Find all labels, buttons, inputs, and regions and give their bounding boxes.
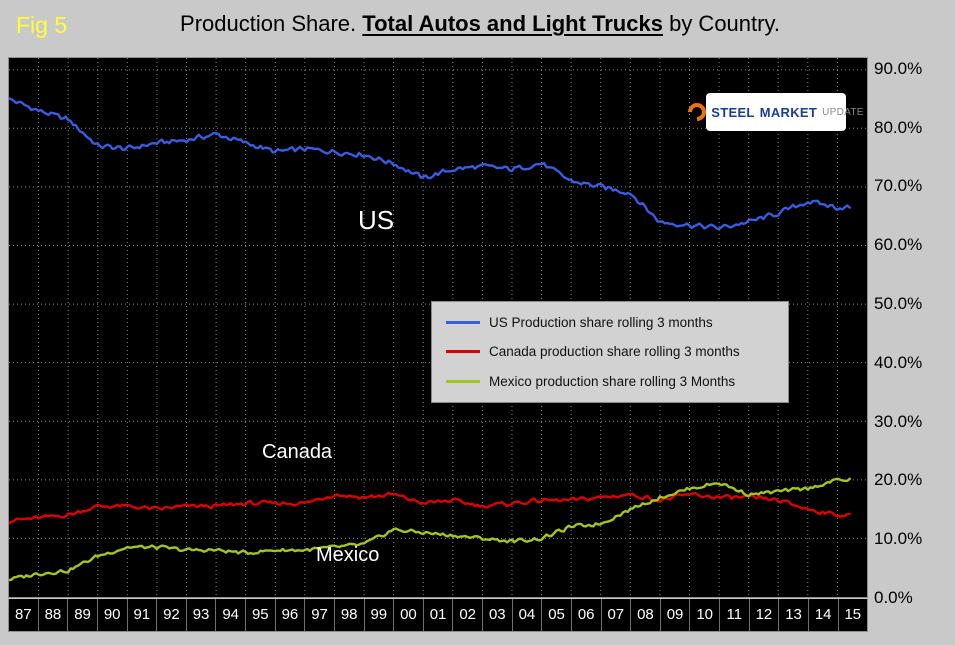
legend-label-canada: Canada production share rolling 3 months — [489, 344, 740, 360]
series-line-0 — [9, 97, 851, 231]
x-tick-label: 94 — [215, 599, 245, 631]
y-tick-label: 90.0% — [874, 58, 923, 78]
series-line-1 — [9, 491, 851, 525]
x-tick-label: 09 — [659, 599, 690, 631]
x-tick-label: 96 — [274, 599, 305, 631]
series-annotation-mexico: Mexico — [316, 544, 380, 566]
chart-title: Production Share. Total Autos and Light … — [100, 11, 860, 37]
y-axis: 90.0% 80.0% 70.0% 60.0% 50.0% 40.0% 30.0% 20.0%… — [874, 0, 954, 645]
x-tick-label: 08 — [630, 599, 660, 631]
x-tick-label: 87 — [14, 606, 32, 623]
logo-text-steel: STEEL — [711, 104, 755, 120]
x-tick-label: 00 — [393, 599, 423, 631]
x-tick-label: 95 — [245, 599, 275, 631]
y-tick-label: 0.0% — [874, 588, 913, 607]
x-tick-label: 92 — [156, 599, 186, 631]
x-tick-label: 97 — [304, 599, 334, 631]
legend-item-us: US Production share rolling 3 months — [432, 315, 788, 330]
x-tick-label: 93 — [185, 599, 216, 631]
chart-title-emphasis: Total Autos and Light Trucks — [362, 11, 663, 36]
x-tick-label: 06 — [570, 599, 601, 631]
x-tick-label: 89 — [67, 599, 97, 631]
y-tick-label: 80.0% — [874, 117, 923, 137]
series-line-2 — [9, 477, 851, 582]
x-tick-label: 03 — [482, 599, 512, 631]
x-tick-label: 15 — [837, 599, 868, 631]
legend-swatch-mexico — [446, 379, 480, 383]
chart-title-prefix: Production Share. — [180, 11, 363, 36]
y-tick-label: 30.0% — [874, 411, 923, 431]
y-tick-label: 40.0% — [874, 352, 923, 372]
x-tick-label: 90 — [96, 599, 127, 631]
x-tick-label: 10 — [689, 599, 719, 631]
chart-title-suffix: by Country. — [662, 11, 780, 36]
x-tick-label: 14 — [807, 599, 838, 631]
legend-label-mexico: Mexico production share rolling 3 Months — [489, 373, 736, 389]
x-axis: 87 88 89 90 91 92 93 94 95 96 97 98 99 00 01 02 03 04 05 06… — [8, 599, 868, 632]
x-tick-label: 99 — [363, 599, 394, 631]
legend-item-canada: Canada production share rolling 3 months — [432, 344, 788, 359]
legend-label-us: US Production share rolling 3 months — [489, 315, 713, 331]
logo-text-update: UPDATE — [822, 106, 864, 118]
y-tick-label: 60.0% — [874, 235, 923, 255]
series-annotation-canada: Canada — [262, 441, 333, 463]
series-annotation-us: US — [358, 205, 395, 235]
y-tick-label: 70.0% — [874, 176, 923, 196]
legend-item-mexico: Mexico production share rolling 3 Months — [432, 374, 788, 389]
legend-swatch-us — [446, 321, 480, 325]
legend-swatch-canada — [446, 350, 480, 354]
x-tick-label: 11 — [719, 599, 749, 631]
steel-market-update-logo: STEEL MARKET UPDATE — [684, 93, 863, 131]
x-tick-label: 12 — [748, 599, 779, 631]
x-tick-label: 13 — [778, 599, 808, 631]
x-tick-label: 01 — [422, 599, 453, 631]
logo-text-market: MARKET — [759, 104, 818, 120]
y-tick-label: 10.0% — [874, 529, 923, 549]
x-tick-label: 07 — [600, 599, 631, 631]
y-tick-label: 20.0% — [874, 470, 923, 490]
legend: US Production share rolling 3 months Can… — [431, 301, 789, 403]
x-tick-label: 02 — [452, 599, 482, 631]
figure-label: Fig 5 — [16, 12, 68, 38]
y-tick-label: 50.0% — [874, 293, 923, 313]
x-tick-label: 98 — [333, 599, 364, 631]
x-tick-label: 88 — [37, 599, 68, 631]
x-tick-label: 04 — [511, 599, 542, 631]
x-tick-label: 05 — [541, 599, 571, 631]
x-tick-label: 91 — [126, 599, 157, 631]
